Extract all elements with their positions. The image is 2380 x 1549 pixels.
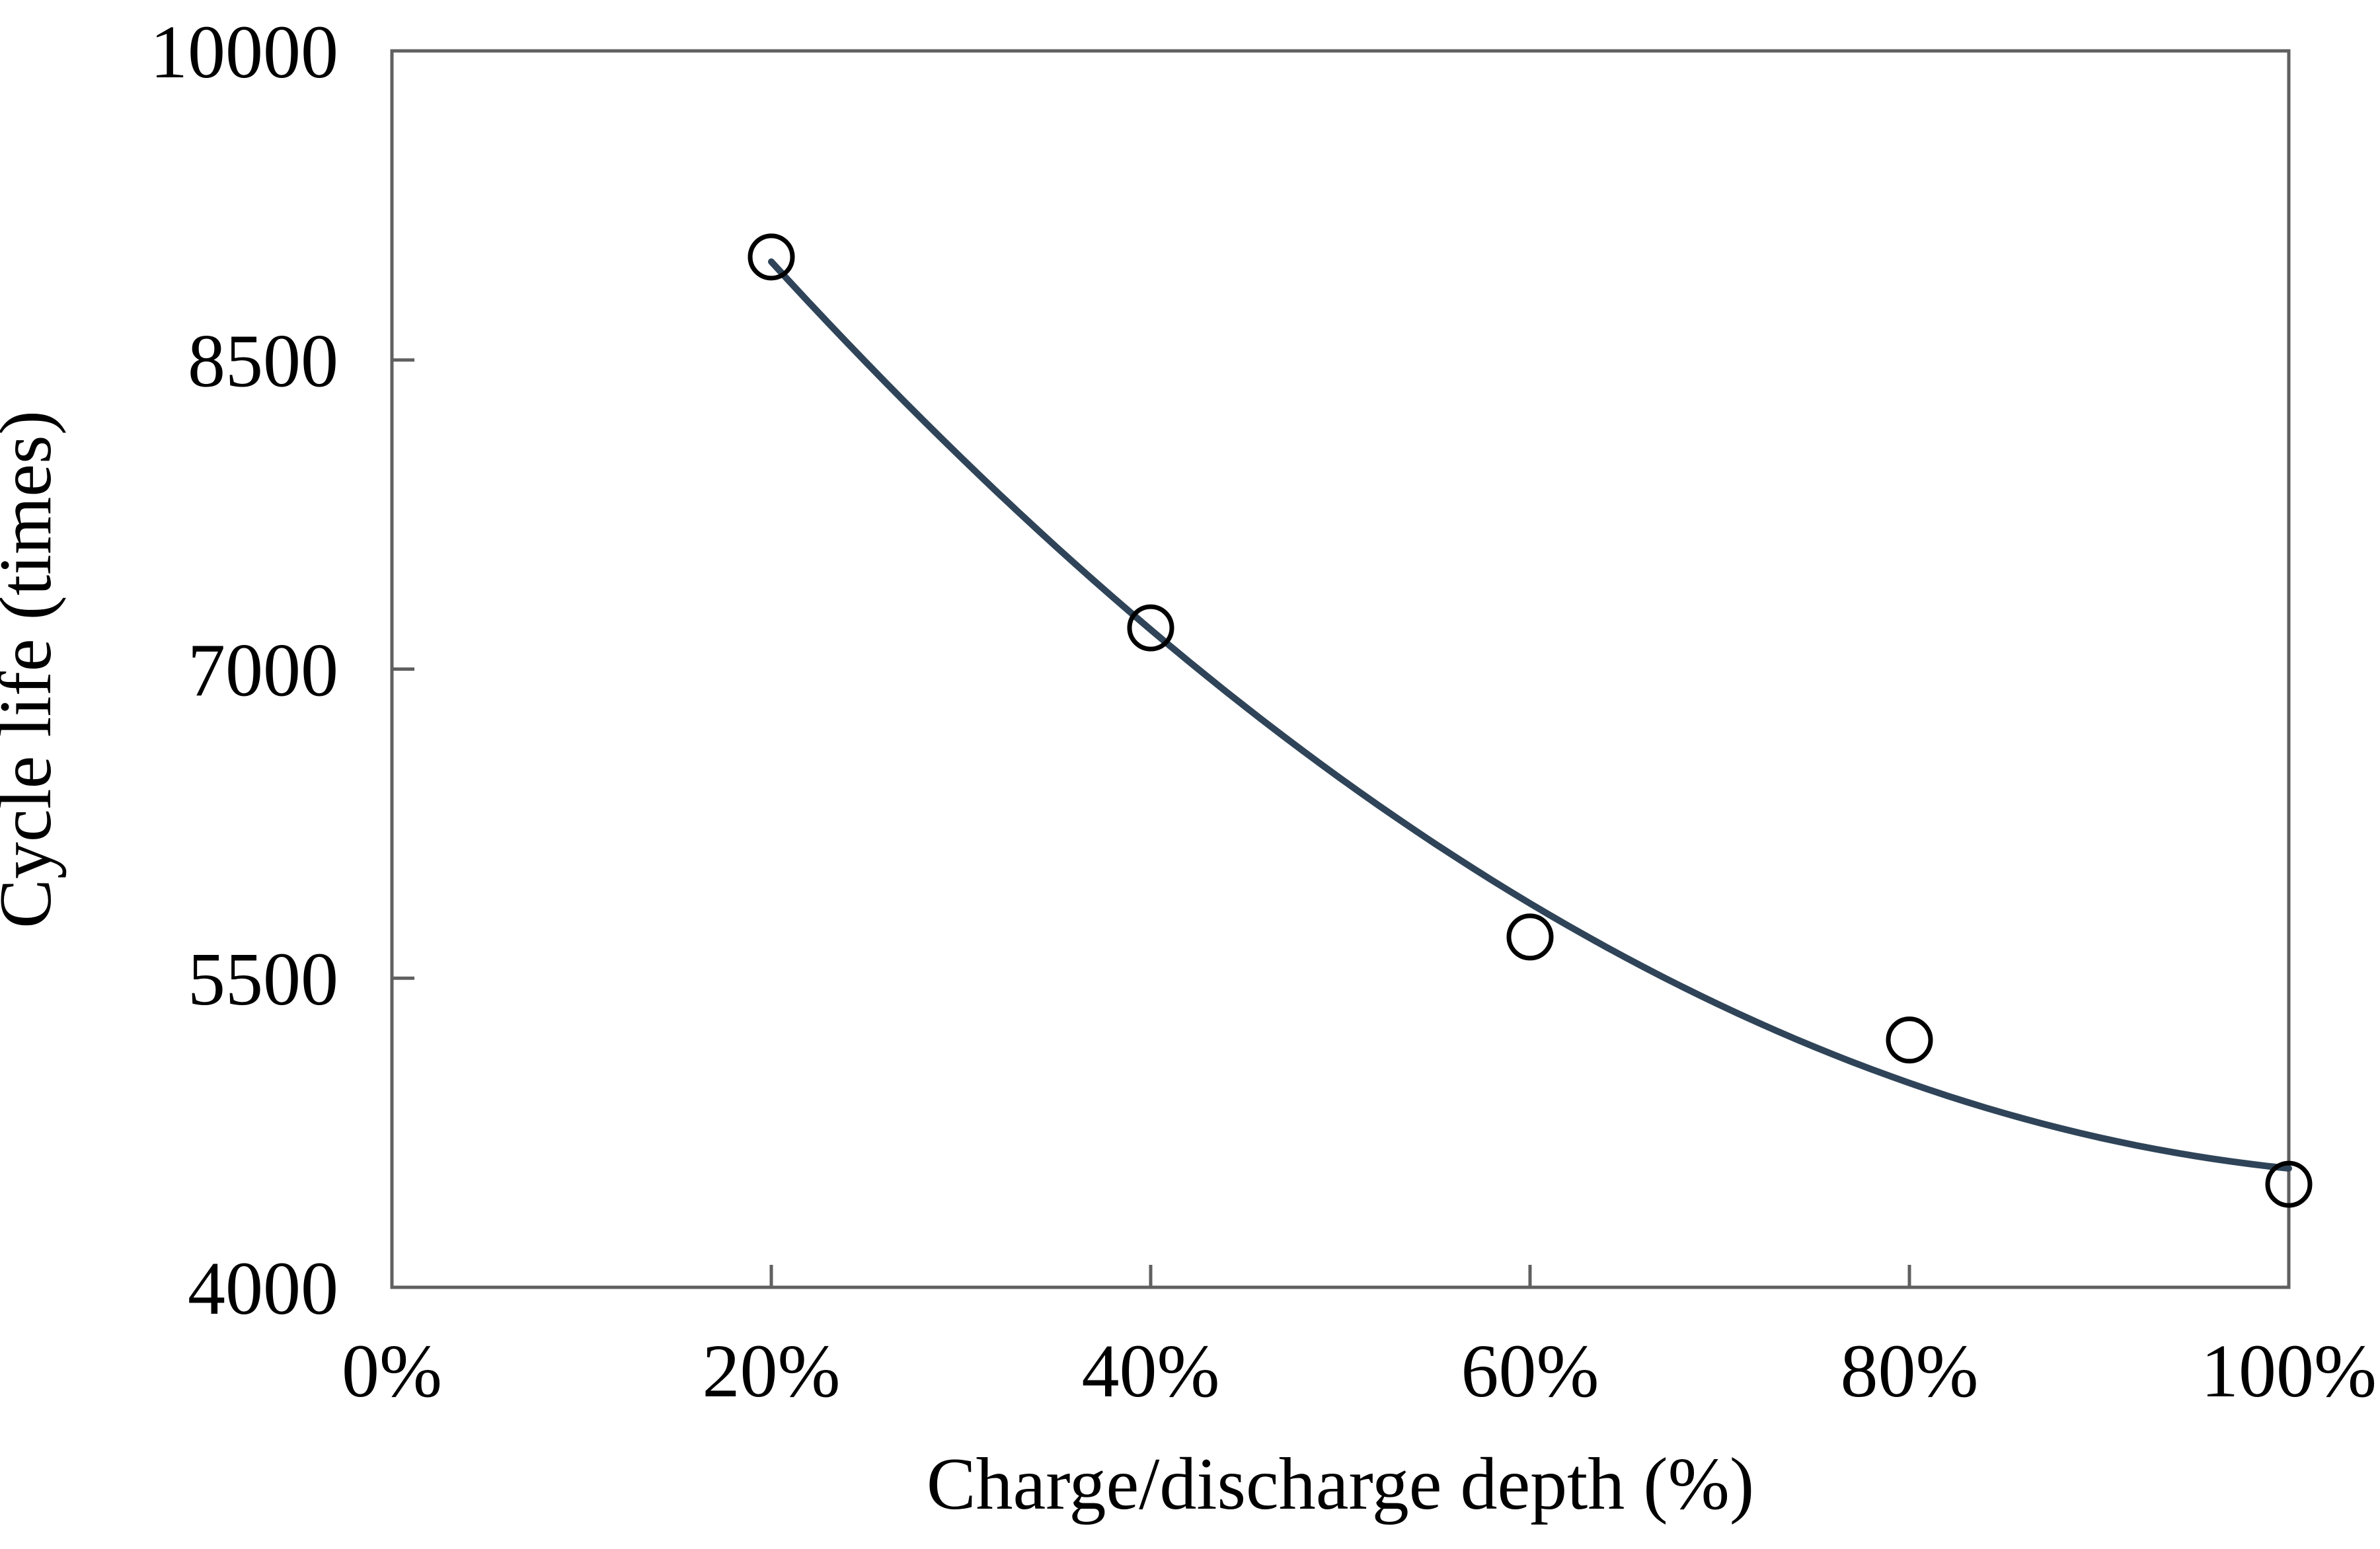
- trendline-path: [768, 258, 2292, 1172]
- data-point: [1886, 1016, 1933, 1064]
- data-point-markers: [748, 233, 2313, 1208]
- data-point: [2265, 1160, 2313, 1208]
- axis-ticks: [390, 49, 2291, 1289]
- y-axis-title: Cycle life (times): [0, 410, 67, 928]
- data-point: [1127, 604, 1174, 652]
- x-tick-label: 0%: [342, 1329, 442, 1413]
- y-tick-label: 10000: [150, 10, 338, 94]
- x-tick-label: 100%: [2201, 1329, 2377, 1413]
- x-tick-label: 80%: [1841, 1329, 1979, 1413]
- y-tick-label: 7000: [188, 628, 338, 712]
- data-point: [748, 233, 795, 281]
- x-tick-label: 40%: [1082, 1329, 1220, 1413]
- trendline-curve: [768, 258, 2292, 1172]
- y-tick-label: 8500: [188, 319, 338, 403]
- x-tick-label: 60%: [1461, 1329, 1599, 1413]
- x-tick-label: 20%: [703, 1329, 841, 1413]
- plot-border: [390, 49, 2291, 1289]
- y-tick-label: 4000: [188, 1246, 338, 1330]
- plot-area-border: [390, 49, 2291, 1289]
- y-tick-label: 5500: [188, 937, 338, 1021]
- data-point: [1506, 913, 1554, 961]
- x-axis-title: Charge/discharge depth (%): [927, 1443, 1754, 1525]
